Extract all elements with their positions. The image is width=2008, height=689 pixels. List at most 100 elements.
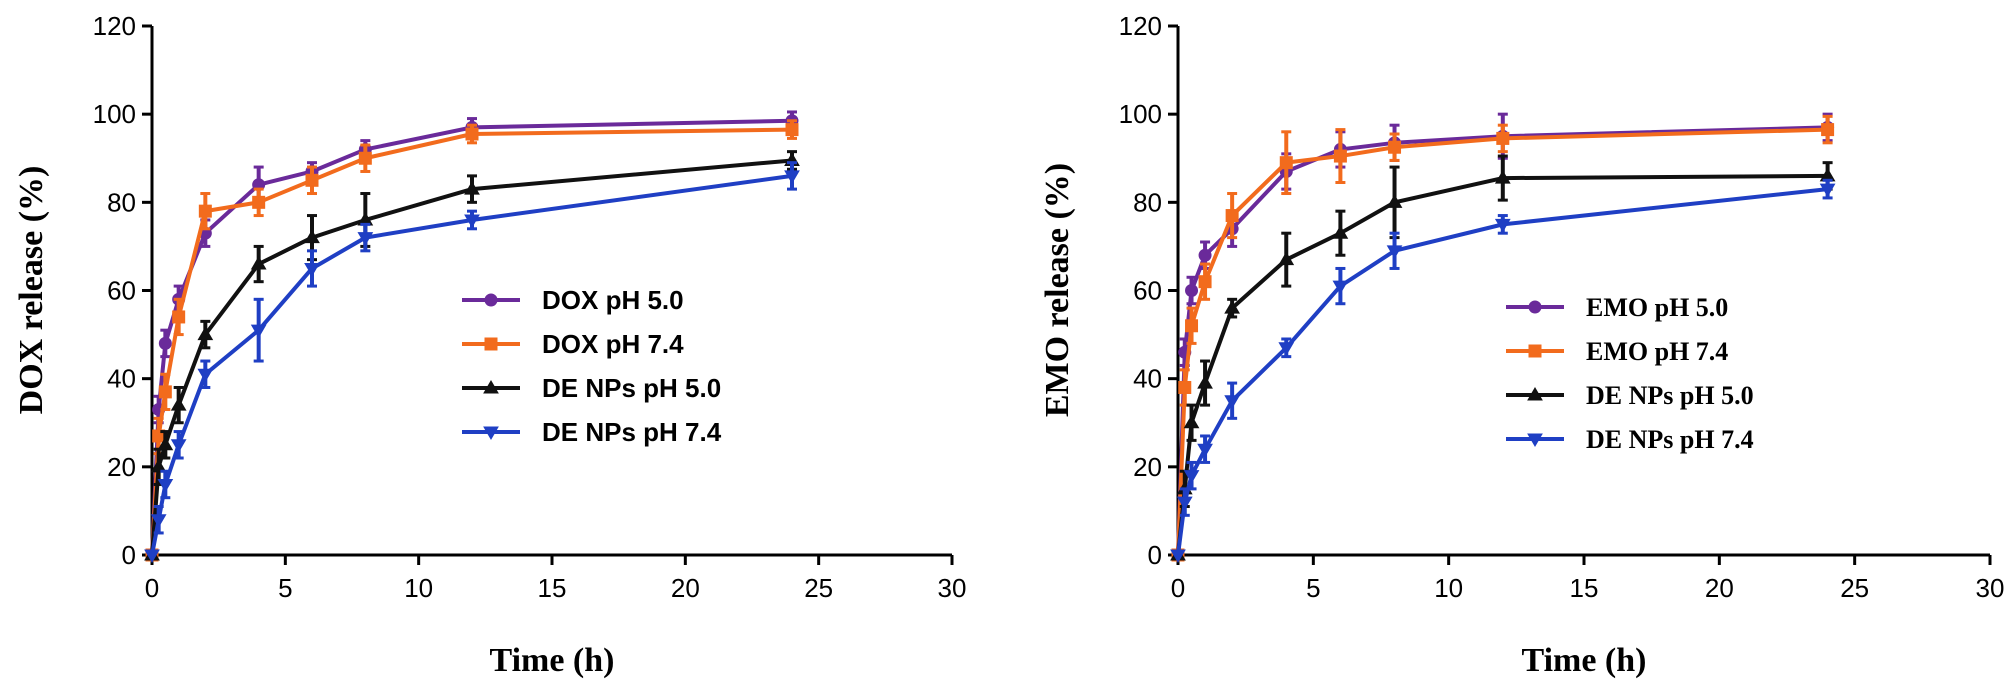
right-chart-panel: 0 5 10 15 20 25 30 0 20 40 60 80 100 120 Time (h) EMO r… (1039, 11, 2004, 679)
x-tick-label: 0 (1171, 573, 1185, 603)
series-line (150, 158, 793, 556)
y-tick-label: 0 (1148, 540, 1162, 570)
data-point (1183, 414, 1200, 429)
y-tick-label: 80 (107, 187, 136, 217)
series-emo-ph-7-4 (1171, 114, 1835, 562)
series-line (150, 127, 793, 556)
data-point (1183, 470, 1200, 484)
data-point (158, 385, 172, 399)
x-tick-label: 10 (404, 573, 433, 603)
legend-label: DOX pH 5.0 (542, 285, 684, 315)
y-tick-label: 100 (93, 99, 136, 129)
data-point (1178, 380, 1192, 394)
legend-label: DOX pH 7.4 (542, 329, 684, 359)
x-tick-label: 10 (1434, 573, 1463, 603)
x-tick-label: 25 (804, 573, 833, 603)
series-line (150, 118, 793, 556)
legend-label: EMO pH 7.4 (1586, 337, 1728, 366)
y-tick-label: 60 (107, 276, 136, 306)
data-point (144, 549, 160, 563)
data-point (305, 173, 319, 187)
data-point (785, 123, 799, 137)
series-line (1176, 127, 1828, 556)
data-point (1198, 275, 1212, 289)
series-line (1176, 173, 1828, 556)
x-tick-label: 30 (938, 573, 967, 603)
data-point (252, 195, 266, 209)
data-point (1278, 342, 1295, 356)
data-point (465, 127, 479, 141)
data-point (1278, 251, 1295, 266)
x-tick-label: 25 (1840, 573, 1869, 603)
series-line (1176, 187, 1828, 556)
data-point (1225, 209, 1239, 223)
x-tick-label: 15 (1570, 573, 1599, 603)
data-point (1198, 248, 1212, 262)
legend-label: DE NPs pH 5.0 (542, 373, 721, 403)
data-point (1333, 149, 1347, 163)
series-line (150, 173, 793, 556)
y-tick-label: 40 (1133, 364, 1162, 394)
data-point (464, 181, 480, 195)
x-tick-label: 20 (1705, 573, 1734, 603)
y-tick-label: 120 (1119, 11, 1162, 41)
x-axis-title: Time (h) (1522, 642, 1647, 679)
left-chart-panel: 0 5 10 15 20 25 30 0 20 40 60 80 100 120 Time (h) DOX r… (13, 11, 966, 679)
legend-swatch-marker (484, 293, 498, 307)
series-de-nps-ph-7-4 (1170, 178, 1836, 563)
legend-swatch-marker (1527, 433, 1543, 447)
legend-label: DE NPs pH 7.4 (542, 417, 722, 447)
data-point (1494, 170, 1511, 184)
data-point (250, 256, 267, 270)
y-tick-label: 20 (107, 452, 136, 482)
data-point (1197, 443, 1213, 458)
y-tick-label: 120 (93, 11, 136, 41)
legend-swatch-marker (1528, 344, 1542, 358)
legend-swatch-marker (484, 337, 498, 351)
x-tick-label: 5 (1306, 573, 1320, 603)
data-point (1386, 245, 1403, 259)
data-point (170, 397, 187, 411)
legend: EMO pH 5.0 EMO pH 7.4 DE NPs pH 5.0 DE NPs … (1506, 293, 1754, 454)
data-point (1224, 395, 1241, 409)
data-point (158, 336, 172, 350)
x-axis-title: Time (h) (490, 642, 615, 679)
data-point (197, 368, 214, 383)
data-point (1821, 123, 1835, 137)
legend-swatch-marker (1528, 300, 1542, 314)
data-point (1332, 225, 1349, 239)
legend-swatch-marker (483, 426, 499, 440)
data-point (304, 229, 320, 244)
y-tick-label: 80 (1133, 187, 1162, 217)
data-point (784, 170, 800, 184)
y-tick-label: 0 (122, 540, 136, 570)
data-point (1279, 156, 1293, 170)
legend-swatch-marker (1527, 387, 1543, 401)
x-tick-label: 5 (278, 573, 292, 603)
legend-label: DE NPs pH 7.4 (1586, 425, 1754, 454)
x-tick-label: 0 (145, 573, 159, 603)
x-tick-label: 30 (1976, 573, 2005, 603)
data-point (1185, 284, 1199, 297)
series-dox-ph-7-4 (145, 119, 799, 562)
data-point (150, 458, 167, 473)
data-point (250, 324, 267, 339)
legend-label: DE NPs pH 5.0 (1586, 381, 1754, 410)
y-tick-label: 20 (1133, 452, 1162, 482)
x-tick-label: 20 (671, 573, 700, 603)
y-axis-title: DOX release (%) (13, 166, 50, 415)
data-point (170, 439, 187, 453)
data-point (1224, 300, 1241, 314)
data-point (150, 514, 167, 528)
data-point (1170, 549, 1186, 563)
data-point (198, 204, 212, 218)
data-point (1496, 131, 1510, 145)
x-tick-label: 15 (538, 573, 567, 603)
legend: DOX pH 5.0 DOX pH 7.4 DE NPs pH 5.0 DE NPs … (462, 285, 722, 447)
data-point (358, 151, 372, 165)
data-point (1332, 280, 1349, 295)
data-point (157, 436, 174, 451)
y-tick-label: 40 (107, 364, 136, 394)
data-point (1386, 194, 1403, 208)
